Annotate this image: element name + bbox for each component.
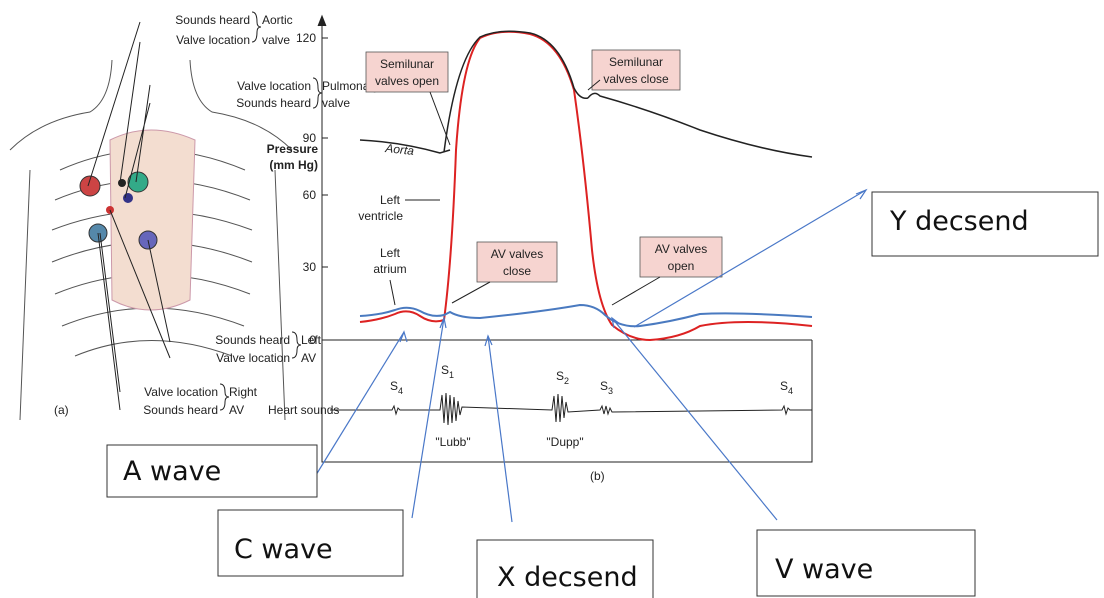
annotation: Y decsend <box>889 206 1029 237</box>
callout: valves open <box>375 74 439 88</box>
label: Valve location <box>176 33 250 47</box>
curve-labels: Aorta Left ventricle Left atrium <box>358 141 440 305</box>
caption: (b) <box>590 469 605 483</box>
y-label: (mm Hg) <box>269 158 318 172</box>
sound-base: S <box>556 369 564 383</box>
label: Sounds heard <box>236 96 311 110</box>
annotation: V wave <box>775 554 873 585</box>
curve-label: atrium <box>373 262 406 276</box>
annotation: X decsend <box>497 562 638 593</box>
curve-label: Left <box>380 193 401 207</box>
sound-sub: 4 <box>788 386 793 396</box>
sound-base: S <box>441 363 449 377</box>
callout: Semilunar <box>380 57 434 71</box>
sound-base: S <box>600 379 608 393</box>
sound: S1 <box>441 363 454 380</box>
sound: S3 <box>600 379 613 396</box>
label: AV <box>301 351 316 365</box>
label: Sounds heard <box>215 333 290 347</box>
label: Valve location <box>237 79 311 93</box>
label: Sounds heard <box>175 13 250 27</box>
y-label: Pressure <box>267 142 319 156</box>
heart-sounds-label: Heart sounds <box>268 403 339 417</box>
callouts: Semilunar valves open Semilunar valves c… <box>366 50 722 305</box>
aorta-curve <box>360 93 812 157</box>
page: Sounds heard Valve location Aortic valve… <box>0 0 1104 598</box>
callout: AV valves <box>655 242 707 256</box>
sound-sub: 3 <box>608 386 613 396</box>
sound-name: "Dupp" <box>546 435 583 449</box>
tick-label: 0 <box>309 333 316 347</box>
sound-trace <box>330 393 812 425</box>
tick-label: 60 <box>303 188 317 202</box>
callout: open <box>668 259 695 273</box>
callout: close <box>503 264 531 278</box>
callout: Semilunar <box>609 55 663 69</box>
annotation: A wave <box>123 456 221 487</box>
sound: S4 <box>780 379 793 396</box>
label: valve <box>322 96 350 110</box>
label: Right <box>229 385 258 399</box>
sound-name: "Lubb" <box>435 435 470 449</box>
curve-label: Left <box>380 246 401 260</box>
sound-sub: 1 <box>449 370 454 380</box>
curve-label: ventricle <box>358 209 403 223</box>
sound-sub: 4 <box>398 386 403 396</box>
annotation: C wave <box>234 534 333 565</box>
sound-sub: 2 <box>564 376 569 386</box>
callout: AV valves <box>491 247 543 261</box>
sound-base: S <box>780 379 788 393</box>
label: valve <box>262 33 290 47</box>
tick-label: 120 <box>296 31 316 45</box>
sound-base: S <box>390 379 398 393</box>
curve-label: Aorta <box>384 141 415 158</box>
sound: S4 <box>390 379 403 396</box>
label: Valve location <box>216 351 290 365</box>
label: AV <box>229 403 244 417</box>
left-atrium-curve <box>360 305 812 326</box>
label: Sounds heard <box>143 403 218 417</box>
heart-sounds: Heart sounds S4 S1 S2 S3 S4 "Lubb" "Dupp… <box>268 363 812 483</box>
label: Valve location <box>144 385 218 399</box>
label: Aortic <box>262 13 293 27</box>
callout: valves close <box>603 72 669 86</box>
caption: (a) <box>54 403 69 417</box>
sound: S2 <box>556 369 569 386</box>
tick-label: 30 <box>303 260 317 274</box>
